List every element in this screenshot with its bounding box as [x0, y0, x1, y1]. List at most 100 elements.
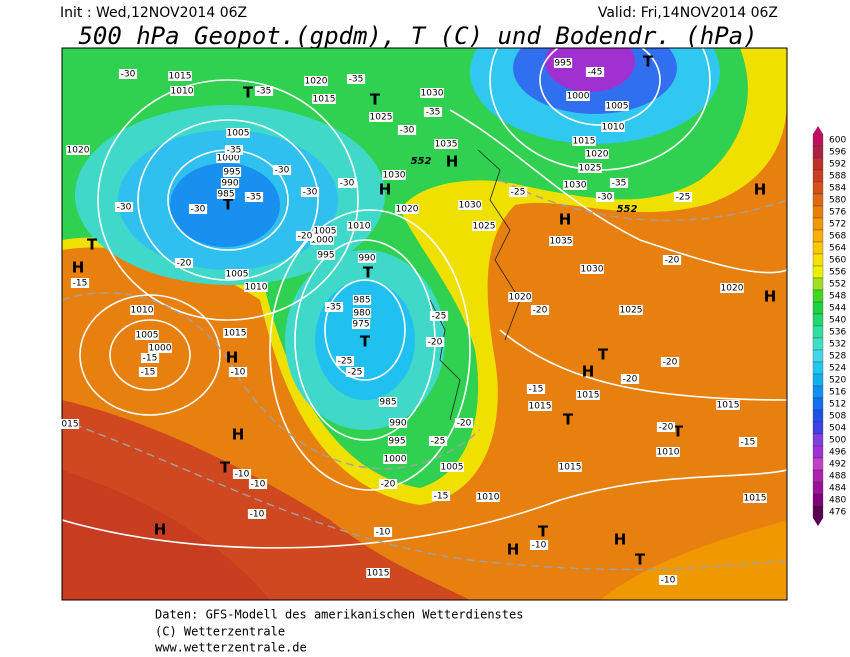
temperature-label: -15 — [529, 385, 544, 395]
temperature-label-box — [335, 356, 355, 366]
pressure-center: T — [223, 196, 234, 214]
temperature-label: -25 — [431, 437, 446, 447]
pressure-center: T — [87, 236, 98, 254]
temperature-label: -30 — [303, 188, 318, 198]
temperature-label: -15 — [73, 279, 88, 289]
temperature-label-box — [378, 479, 398, 489]
isobar-label: 985 — [353, 296, 370, 306]
colorbar-label: 540 — [829, 316, 846, 326]
temperature-label: -20 — [623, 375, 638, 385]
isobar-label-box — [226, 128, 250, 138]
colorbar-label: 580 — [829, 196, 846, 206]
pressure-center: H — [507, 541, 520, 559]
temperature-label: -10 — [231, 368, 246, 378]
temperature-label: -30 — [598, 193, 613, 203]
isobar-label-box — [170, 86, 194, 96]
colorbar-label: 480 — [829, 496, 846, 506]
colorbar-swatch — [812, 157, 824, 171]
temperature-label-box — [118, 69, 138, 79]
temperature-label-box — [673, 192, 693, 202]
colorbar-swatch — [812, 325, 824, 339]
isobar-label: 1010 — [131, 306, 154, 316]
colorbar-swatch — [812, 205, 824, 219]
isobar-label: 995 — [554, 59, 571, 69]
pressure-center: H — [379, 181, 392, 199]
temperature-label: -35 — [257, 87, 272, 97]
colorbar-label: 600 — [829, 136, 846, 146]
temperature-label: -10 — [532, 541, 547, 551]
temperature-label-box — [244, 192, 264, 202]
temperature-label-box — [662, 255, 682, 265]
pressure-center: H — [232, 426, 245, 444]
isobar-label: 1020 — [586, 150, 609, 160]
pressure-center: H — [559, 211, 572, 229]
isobar-label: 1025 — [579, 164, 602, 174]
isobar-label: 1005 — [441, 463, 464, 473]
isobar-label: 1025 — [370, 113, 393, 123]
isobar-label-box — [585, 149, 609, 159]
isobar-label: 980 — [353, 309, 370, 319]
temperature-label: -25 — [511, 188, 526, 198]
temperature-label: -20 — [659, 423, 674, 433]
temperature-label-box — [423, 107, 443, 117]
pressure-center: T — [598, 346, 609, 364]
init-time: Init : Wed,12NOV2014 06Z — [60, 5, 247, 21]
isobar-label-box — [388, 418, 408, 428]
isobar-label: 1015 — [577, 391, 600, 401]
isobar-label: 1015 — [573, 137, 596, 147]
isobar-label-box — [553, 58, 573, 68]
isobar-label-box — [580, 264, 604, 274]
pressure-center: H — [154, 521, 167, 539]
pressure-center: H — [446, 153, 459, 171]
isobar-label-box — [148, 343, 172, 353]
temperature-label-box — [738, 437, 758, 447]
height-label: 552 — [617, 204, 638, 215]
pressure-center: H — [764, 288, 777, 306]
isobar-label-box — [508, 292, 532, 302]
colorbar-label: 484 — [829, 484, 846, 494]
temperature-label: -20 — [457, 419, 472, 429]
isobar-label: 1020 — [305, 77, 328, 87]
temperature-label: -30 — [340, 179, 355, 189]
temperature-label: -30 — [117, 203, 132, 213]
isobar-label: 1030 — [581, 265, 604, 275]
colorbar-label: 476 — [829, 508, 846, 518]
colorbar-label: 492 — [829, 460, 846, 470]
temperature-label-box — [660, 357, 680, 367]
temperature-label-box — [188, 204, 208, 214]
isobar-label-box — [304, 76, 328, 86]
temperature-label-box — [595, 192, 615, 202]
isobar-label-box — [130, 305, 154, 315]
isobar-label: 1005 — [226, 270, 249, 280]
colorbar-label: 488 — [829, 472, 846, 482]
isobar-label: 1015 — [559, 463, 582, 473]
colorbar-swatch — [812, 373, 824, 387]
colorbar-swatch — [812, 385, 824, 399]
colorbar-swatch — [812, 505, 824, 519]
colorbar-label: 516 — [829, 388, 846, 398]
colorbar-label: 536 — [829, 328, 846, 338]
colorbar-label: 572 — [829, 220, 846, 230]
temperature-label: -20 — [177, 259, 192, 269]
colorbar-label: 552 — [829, 280, 846, 290]
isobar-label-box — [369, 112, 393, 122]
colorbar-label: 528 — [829, 352, 846, 362]
temperature-label-box — [224, 145, 244, 155]
isobar-label-box — [223, 328, 247, 338]
temperature-label-box — [656, 422, 676, 432]
colorbar-swatch — [812, 265, 824, 279]
isobar-label-box — [383, 454, 407, 464]
colorbar-label: 576 — [829, 208, 846, 218]
isobar-label-box — [558, 462, 582, 472]
isobar-label-box — [601, 122, 625, 132]
isobar-label: 1035 — [435, 140, 458, 150]
isobar-label: 1030 — [421, 89, 444, 99]
temperature-label-box — [247, 509, 267, 519]
temperature-label: -25 — [338, 357, 353, 367]
colorbar-swatch — [812, 217, 824, 231]
temperature-label-box — [248, 479, 268, 489]
colorbar-cap-bottom — [813, 518, 823, 526]
temperature-label-box — [254, 86, 274, 96]
colorbar-swatch — [812, 445, 824, 459]
temperature-label-box — [585, 67, 605, 77]
